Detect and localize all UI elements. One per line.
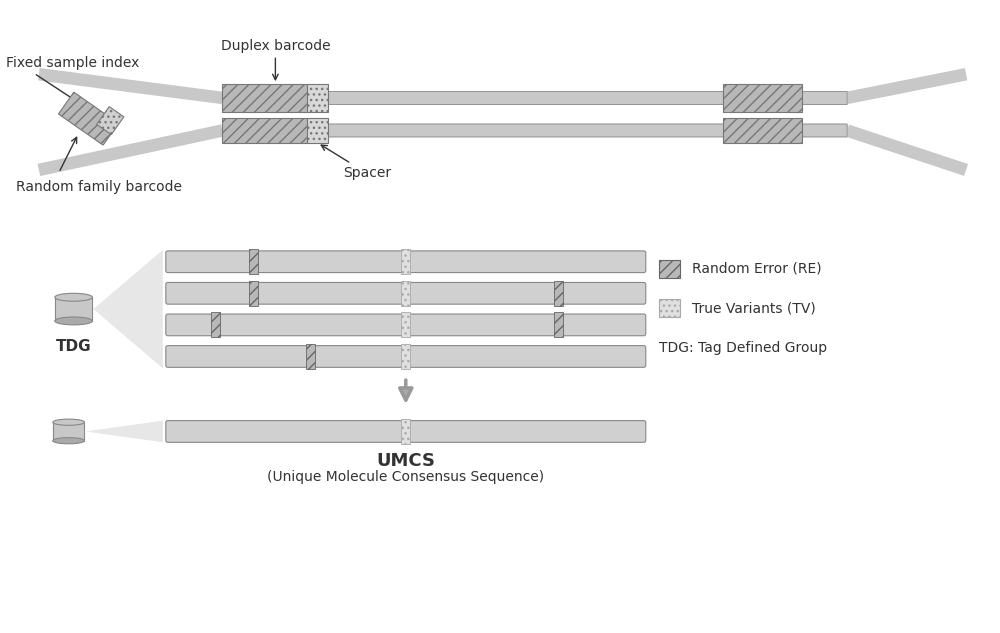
FancyBboxPatch shape xyxy=(222,84,307,112)
Bar xyxy=(249,249,258,274)
Bar xyxy=(554,281,563,306)
FancyBboxPatch shape xyxy=(166,346,646,367)
FancyBboxPatch shape xyxy=(222,92,847,104)
Text: UMCS: UMCS xyxy=(376,452,435,470)
Bar xyxy=(306,344,315,369)
Ellipse shape xyxy=(53,419,84,425)
Bar xyxy=(401,313,410,337)
Text: Random Error (RE): Random Error (RE) xyxy=(692,261,822,275)
FancyBboxPatch shape xyxy=(166,251,646,273)
Text: True Variants (TV): True Variants (TV) xyxy=(692,301,816,315)
Text: Fixed sample index: Fixed sample index xyxy=(6,56,140,70)
Polygon shape xyxy=(85,420,163,442)
Bar xyxy=(249,281,258,306)
Text: Duplex barcode: Duplex barcode xyxy=(221,39,330,80)
Bar xyxy=(659,260,680,277)
Bar xyxy=(554,313,563,337)
FancyBboxPatch shape xyxy=(53,422,84,441)
Ellipse shape xyxy=(55,317,92,325)
Polygon shape xyxy=(58,92,118,145)
FancyBboxPatch shape xyxy=(307,118,328,143)
Bar xyxy=(401,344,410,369)
Bar xyxy=(401,249,410,274)
Bar xyxy=(659,299,680,317)
Bar xyxy=(401,419,410,444)
FancyBboxPatch shape xyxy=(166,314,646,335)
Bar xyxy=(211,313,220,337)
FancyBboxPatch shape xyxy=(222,118,307,143)
FancyBboxPatch shape xyxy=(723,118,802,143)
Text: TDG: TDG xyxy=(56,339,91,354)
FancyBboxPatch shape xyxy=(723,84,802,112)
FancyBboxPatch shape xyxy=(222,124,847,137)
FancyBboxPatch shape xyxy=(166,282,646,304)
Text: Spacer: Spacer xyxy=(321,145,391,180)
FancyBboxPatch shape xyxy=(55,298,92,321)
Polygon shape xyxy=(93,250,163,368)
Text: (Unique Molecule Consensus Sequence): (Unique Molecule Consensus Sequence) xyxy=(267,470,544,484)
FancyBboxPatch shape xyxy=(166,420,646,442)
FancyBboxPatch shape xyxy=(307,84,328,112)
FancyBboxPatch shape xyxy=(222,92,847,104)
Text: Random family barcode: Random family barcode xyxy=(16,180,182,194)
Bar xyxy=(401,281,410,306)
Ellipse shape xyxy=(53,437,84,444)
Text: TDG: Tag Defined Group: TDG: Tag Defined Group xyxy=(659,341,827,354)
Ellipse shape xyxy=(55,293,92,301)
FancyBboxPatch shape xyxy=(222,124,847,137)
Polygon shape xyxy=(97,106,124,135)
